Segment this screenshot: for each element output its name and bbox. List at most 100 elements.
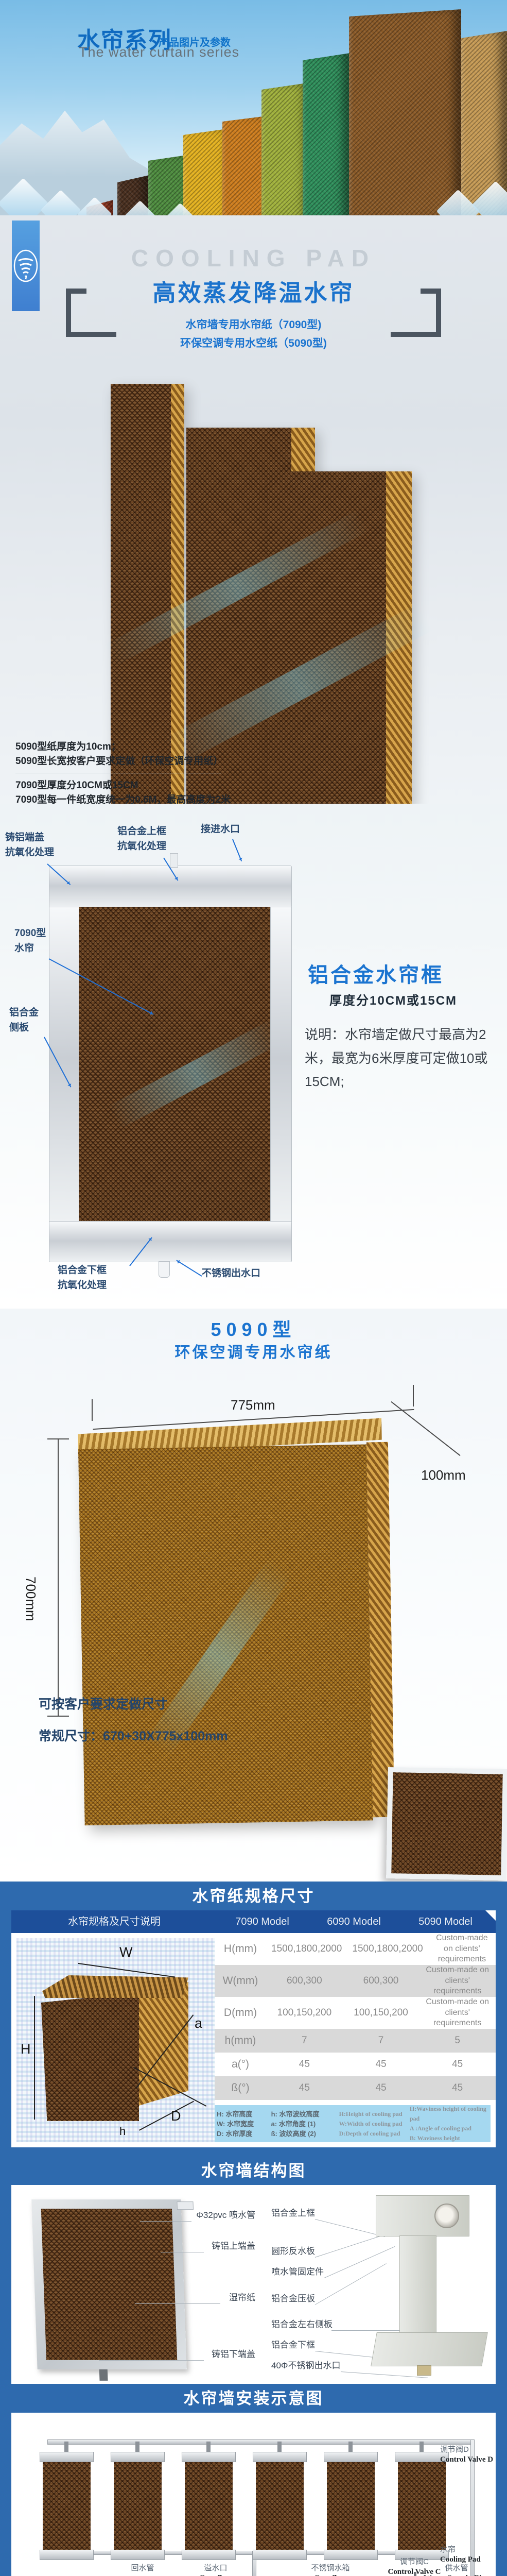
- dim-height-tick-bottom: [47, 1716, 69, 1717]
- pad-valve-stem: [277, 2442, 282, 2452]
- header-notch-decoration: [485, 1910, 496, 1943]
- frame-right-edge: [270, 907, 292, 1222]
- letter-a: a: [195, 2015, 203, 2031]
- install-cooling-pad-5: [324, 2442, 378, 2560]
- pad-top-cap: [253, 2452, 307, 2462]
- spec-row-H: H(mm) 1500,1800,2000 1500,1800,2000 Cust…: [215, 1933, 496, 1965]
- install-box: 调节阀D Control Valve D 水帘 Cooling Pad 回水管 …: [11, 2413, 496, 2576]
- pad-paper: [114, 2462, 162, 2550]
- label-7090-pad: 7090型 水帘: [14, 928, 46, 954]
- label-water-return: 回水管 Water Return: [116, 2564, 168, 2576]
- legend-en-col1: H:Height of cooling pad W:Width of cooli…: [339, 2110, 403, 2137]
- structure-box: Φ32pvc 喷水管 铸铝上端盖 湿帘纸 铸铝下端盖 铝合金上框 圆形反水板 喷…: [11, 2185, 496, 2384]
- install-cooling-pad-2: [111, 2442, 165, 2560]
- bracket-left-decoration: [66, 289, 116, 337]
- label-water-supply: 供水管 Water Supply Pipe: [424, 2564, 490, 2576]
- label-valve-c: 调节阀C Control Valve C: [388, 2557, 441, 2576]
- value-6090: 100,150,200: [354, 2007, 408, 2018]
- custom-size-note: 可按客户要求定做尺寸: [39, 1697, 168, 1711]
- label-side-plate: 铝合金 侧板: [9, 1007, 39, 1033]
- water-outlet-stub: [159, 1261, 170, 1278]
- pad-photo-tall: [111, 384, 184, 805]
- dim-width-label: 775mm: [231, 1397, 275, 1413]
- struct-label-bottom-frame: 铝合金下框: [271, 2340, 315, 2350]
- dim-line-h: [34, 1996, 35, 2120]
- arrow-water-inlet: [232, 839, 242, 862]
- intro-section: COOLING PAD 高效蒸发降温水帘 水帘墙专用水帘纸（7090型) 环保空…: [0, 215, 507, 805]
- cube-front-face: [41, 1992, 139, 2121]
- install-cooling-pad-6: [395, 2442, 449, 2560]
- label-overflow: 溢水口 Overflow: [199, 2564, 232, 2576]
- letter-d: D: [171, 2108, 181, 2124]
- note-5090-custom: 5090型长宽按客户要求定做（环保空调专用纸）: [15, 756, 223, 767]
- struct-label-steel-outlet-40: 40Φ不锈钢出水口: [271, 2361, 341, 2370]
- pad-valve-stem: [206, 2442, 211, 2452]
- tornado-icon: [13, 249, 38, 282]
- pad-bottom-cap: [253, 2550, 307, 2560]
- letter-h-small: h: [119, 2125, 126, 2138]
- letter-h-cap: H: [21, 2041, 31, 2057]
- label-top-frame: 铝合金上框 抗氧化处理: [117, 826, 167, 852]
- hero-banner: 水帘系列 产品图片及参数 The water curtain series: [0, 0, 507, 233]
- param-cell: D(mm): [223, 2007, 257, 2019]
- value-6090: 45: [375, 2058, 387, 2070]
- struct-label-spray-pipe: Φ32pvc 喷水管: [196, 2210, 255, 2220]
- standard-size-note: 常规尺寸：670+30X775x100mm: [39, 1729, 228, 1743]
- dim-depth-label: 100mm: [421, 1467, 466, 1483]
- struct-line: [140, 2221, 191, 2222]
- spec-table-box: 水帘规格及尺寸说明 7090 Model 6090 Model 5090 Mod…: [11, 1910, 496, 2147]
- spec-row-beta: ß(°) 45 45 45: [215, 2076, 496, 2100]
- intro-heading: 高效蒸发降温水帘: [152, 280, 355, 306]
- struct-label-side-plates: 铝合金左右侧板: [271, 2319, 333, 2329]
- model-5090-section: 5090型 环保空调专用水帘纸 775mm 100mm 700mm 可按客户要求…: [0, 1309, 507, 1882]
- install-cooling-pad-1: [40, 2442, 94, 2560]
- structure-top-pipe: [177, 2201, 194, 2210]
- spec-row-a: a(°) 45 45 45: [215, 2053, 496, 2076]
- note-7090-width: 7090型每一件纸宽度统一为0.6M，最高高度为2米: [15, 794, 231, 805]
- pad-paper: [327, 2462, 375, 2550]
- pad-paper: [185, 2462, 233, 2550]
- structure-bottom-stub: [99, 2369, 108, 2381]
- structure-right-photo: [366, 2195, 490, 2376]
- pad-valve-stem: [64, 2442, 68, 2452]
- intro-line-7090: 水帘墙专用水帘纸（7090型): [185, 319, 322, 331]
- pad-bottom-cap: [40, 2550, 94, 2560]
- param-cell: W(mm): [222, 1975, 258, 1987]
- spec-table-header: 水帘规格及尺寸说明 7090 Model 6090 Model 5090 Mod…: [11, 1910, 496, 1933]
- pad-top-cap: [40, 2452, 94, 2462]
- header-model-5090: 5090 Model: [418, 1916, 473, 1927]
- structure-pad-paper: [41, 2209, 178, 2360]
- spec-row-D: D(mm) 100,150,200 100,150,200 Custom-mad…: [215, 1997, 496, 2029]
- value-6090: 600,300: [363, 1975, 399, 1986]
- pad-side-face: [171, 384, 184, 805]
- value-7090: 1500,1800,2000: [271, 1943, 342, 1954]
- value-5090: 45: [452, 2058, 463, 2070]
- value-7090: 45: [299, 2082, 310, 2093]
- profile-pipe-circle: [434, 2204, 459, 2228]
- pad-valve-stem: [135, 2442, 139, 2452]
- cube-top-face: [42, 1975, 188, 1998]
- pad-paper: [256, 2462, 304, 2550]
- model-5090-title: 5090型: [211, 1319, 296, 1340]
- top-supply-pipe: [47, 2439, 475, 2445]
- pad-valve-stem: [348, 2442, 353, 2452]
- pad-5090-front-face: [78, 1444, 373, 1826]
- framed-pad-photo-small: [386, 1767, 507, 1881]
- struct-label-pipe-fixing: 喷水管固定件: [271, 2267, 324, 2277]
- dim-height-tick-top: [47, 1438, 69, 1439]
- struct-label-press-plate: 铝合金压板: [271, 2294, 315, 2303]
- pad-bottom-cap: [395, 2550, 449, 2560]
- cube-side-face: [139, 1982, 188, 2106]
- frame-section-description: 说明：水帘墙定做尺寸最高为2米，最宽为6米厚度可定做10或15CM;: [305, 1027, 488, 1089]
- pad-photo-short: [268, 471, 412, 805]
- param-cell: H(mm): [223, 1943, 257, 1955]
- value-6090: 7: [378, 2035, 384, 2046]
- aluminum-frame-section: 铸铝端盖 抗氧化处理 铝合金上框 抗氧化处理 接进水口 7090型 水帘 铝合金…: [0, 804, 507, 1309]
- frame-section-title: 铝合金水帘框: [308, 964, 444, 987]
- value-5090: Custom-made on clients' requirements: [426, 1997, 489, 2028]
- install-cooling-pad-4: [253, 2442, 307, 2560]
- header-model-7090: 7090 Model: [235, 1916, 289, 1927]
- label-bottom-frame: 铝合金下框 抗氧化处理: [58, 1265, 107, 1291]
- label-steel-outlet: 不锈钢出水口: [202, 1268, 261, 1279]
- label-valve-d: 调节阀D Control Valve D: [440, 2445, 494, 2464]
